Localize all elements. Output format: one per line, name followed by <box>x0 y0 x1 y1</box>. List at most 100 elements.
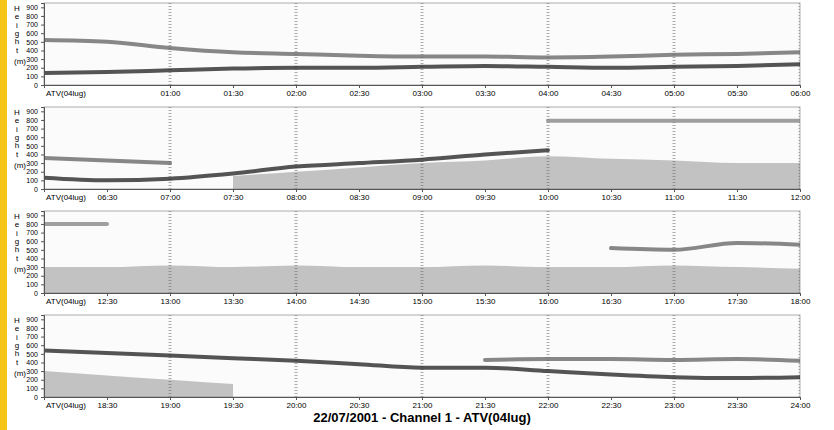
tick-mark <box>41 42 44 43</box>
grid-line <box>547 315 550 397</box>
tick-mark <box>41 120 44 121</box>
grid-line <box>295 315 298 397</box>
tick-mark <box>548 397 549 400</box>
chart-root: 010020030040050060070080090001:0001:3002… <box>0 0 834 430</box>
tick-label: 21:00 <box>412 401 433 410</box>
tick-mark <box>41 137 44 138</box>
y-tick: 300 <box>26 56 44 63</box>
tick-mark <box>611 397 612 400</box>
x-axis: 06:3007:0007:3008:0008:3009:0009:3010:00… <box>45 189 812 202</box>
tick-mark <box>41 397 44 398</box>
tick-mark <box>422 189 423 192</box>
tick-label: 900 <box>26 212 38 219</box>
tick-mark <box>41 59 44 60</box>
tick-label: 15:00 <box>412 297 433 306</box>
tick-label: 16:30 <box>601 297 622 306</box>
plot-marks <box>44 3 800 85</box>
tick-label: 24:00 <box>790 401 811 410</box>
tick-label: 17:00 <box>664 297 685 306</box>
tick-mark <box>296 397 297 400</box>
tick-mark <box>107 397 108 400</box>
y-tick: 900 <box>26 316 44 323</box>
tick-label: 200 <box>26 168 38 175</box>
y-tick: 400 <box>26 47 44 54</box>
y-tick: 700 <box>26 21 44 28</box>
tick-mark <box>800 189 801 192</box>
tick-mark <box>611 293 612 296</box>
tick-label: 400 <box>26 359 38 366</box>
x-tick: 07:00 <box>160 189 181 202</box>
tick-mark <box>41 146 44 147</box>
y-tick: 0 <box>34 186 44 193</box>
y-tick: 500 <box>26 39 44 46</box>
x-axis: 18:3019:0019:3020:0020:3021:0021:3022:00… <box>45 397 812 410</box>
tick-label: 23:00 <box>664 401 685 410</box>
tick-mark <box>41 276 44 277</box>
tick-label: 600 <box>26 342 38 349</box>
tick-label: 300 <box>26 368 38 375</box>
tick-label: 07:30 <box>223 193 244 202</box>
x-tick: 10:30 <box>601 189 622 202</box>
y-tick: 900 <box>26 4 44 11</box>
plot-frame <box>44 315 800 397</box>
y-tick: 0 <box>34 290 44 297</box>
x-label: ATV(04lug) <box>46 193 86 202</box>
tick-label: 700 <box>26 125 38 132</box>
tick-mark <box>41 163 44 164</box>
tick-label: 0 <box>34 82 38 89</box>
y-tick: 700 <box>26 229 44 236</box>
tick-mark <box>170 189 171 192</box>
tick-label: 200 <box>26 64 38 71</box>
x-tick: 08:30 <box>349 189 370 202</box>
tick-mark <box>41 388 44 389</box>
x-axis: 12:3013:0013:3014:0014:3015:0015:3016:00… <box>45 293 812 306</box>
x-tick: 22:00 <box>538 397 559 410</box>
tick-label: 900 <box>26 4 38 11</box>
x-tick: 07:30 <box>223 189 244 202</box>
tick-label: 500 <box>26 143 38 150</box>
x-tick: 21:00 <box>412 397 433 410</box>
tick-label: 19:30 <box>223 401 244 410</box>
tick-label: 700 <box>26 333 38 340</box>
tick-mark <box>422 397 423 400</box>
y-label: Height(m) <box>14 108 26 170</box>
tick-label: 12:00 <box>790 193 811 202</box>
y-tick: 800 <box>26 13 44 20</box>
y-tick: 600 <box>26 30 44 37</box>
x-axis: 01:0001:3002:0002:3003:0003:3004:0004:30… <box>45 85 812 98</box>
tick-mark <box>41 241 44 242</box>
tick-mark <box>485 293 486 296</box>
tick-label: 20:30 <box>349 401 370 410</box>
tick-label: 06:30 <box>97 193 118 202</box>
x-tick: 05:30 <box>727 85 748 98</box>
x-tick: 20:00 <box>286 397 307 410</box>
y-tick: 100 <box>26 281 44 288</box>
tick-mark <box>422 85 423 88</box>
echo-area <box>44 371 233 397</box>
tick-mark <box>674 85 675 88</box>
tick-mark <box>107 293 108 296</box>
side-band <box>0 0 7 430</box>
echo-layer <box>44 222 107 226</box>
echo-layer <box>44 64 800 73</box>
tick-label: 400 <box>26 47 38 54</box>
tick-mark <box>359 189 360 192</box>
tick-mark <box>170 397 171 400</box>
tick-label: 01:00 <box>160 89 181 98</box>
y-tick: 100 <box>26 73 44 80</box>
y-tick: 200 <box>26 376 44 383</box>
tick-mark <box>41 111 44 112</box>
y-axis: 0 100 200300 400500 600 700800 900 <box>26 4 44 89</box>
panel: 010020030040050060070080090018:3019:0019… <box>14 315 811 410</box>
x-tick: 04:30 <box>601 85 622 98</box>
tick-mark <box>41 319 44 320</box>
tick-label: 09:00 <box>412 193 433 202</box>
grid-line <box>169 3 172 85</box>
tick-mark <box>359 397 360 400</box>
y-tick: 100 <box>26 385 44 392</box>
x-tick: 13:00 <box>160 293 181 306</box>
tick-label: 700 <box>26 229 38 236</box>
tick-mark <box>674 293 675 296</box>
tick-label: 05:00 <box>664 89 685 98</box>
y-axis: 0100200300400500600700800900 <box>26 108 44 193</box>
